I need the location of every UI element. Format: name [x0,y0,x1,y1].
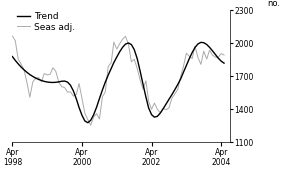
Legend: Trend, Seas adj.: Trend, Seas adj. [17,12,75,32]
Y-axis label: no.: no. [267,0,280,8]
